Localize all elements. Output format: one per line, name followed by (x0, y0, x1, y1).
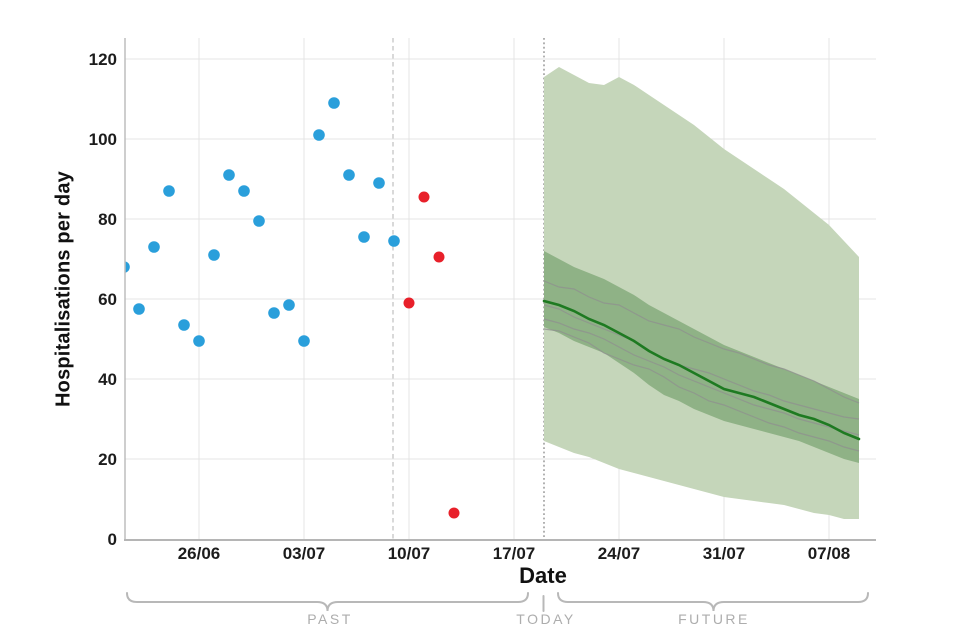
observed-point-past (388, 235, 400, 247)
model-trajectory-line (543, 318, 860, 436)
model-trajectory-line (543, 328, 860, 452)
x-tick-label: 24/07 (598, 544, 641, 563)
observed-points (124, 97, 460, 519)
observed-point-past (283, 299, 295, 311)
observed-point-past (193, 335, 205, 347)
observed-point-recent (448, 507, 460, 519)
observed-point-past (328, 97, 340, 109)
observed-point-past (253, 215, 265, 227)
observed-point-recent (433, 251, 445, 263)
past-label: PAST (307, 611, 353, 627)
future-label: FUTURE (678, 611, 750, 627)
observed-point-past (298, 335, 310, 347)
x-tick-label: 07/08 (808, 544, 851, 563)
x-tick-label: 31/07 (703, 544, 746, 563)
observed-point-past (343, 169, 355, 181)
observed-point-past (238, 185, 250, 197)
observed-point-past (133, 303, 145, 315)
y-axis-title: Hospitalisations per day (52, 171, 75, 407)
observed-point-past (124, 261, 130, 273)
future-brace (557, 592, 869, 612)
x-tick-label: 17/07 (493, 544, 536, 563)
forecast-inner-band (544, 251, 859, 463)
y-tick-label: 80 (98, 210, 117, 229)
y-tick-label: 60 (98, 290, 117, 309)
x-tick-label: 03/07 (283, 544, 326, 563)
y-tick-label: 0 (108, 530, 117, 549)
y-tick-label: 120 (89, 50, 117, 69)
observed-point-past (163, 185, 175, 197)
observed-point-past (223, 169, 235, 181)
y-tick-labels: 0 20 40 60 80 100 120 (89, 50, 117, 549)
model-trajectory-line (543, 280, 860, 404)
axis-lines (124, 38, 876, 541)
observed-point-past (178, 319, 190, 331)
observed-point-past (373, 177, 385, 189)
observed-point-past (358, 231, 370, 243)
reference-lines (392, 38, 545, 540)
observed-point-past (268, 307, 280, 319)
y-tick-label: 100 (89, 130, 117, 149)
model-trajectory-line (543, 304, 860, 420)
observed-point-past (208, 249, 220, 261)
today-label: TODAY (516, 611, 576, 627)
x-tick-label: 10/07 (388, 544, 431, 563)
observed-point-past (313, 129, 325, 141)
y-tick-label: 20 (98, 450, 117, 469)
x-axis-title: Date (519, 563, 567, 588)
forecast-median-line (542, 299, 861, 441)
forecast-fan (542, 67, 861, 519)
x-tick-labels: 26/06 03/07 10/07 17/07 24/07 31/07 07/08 (178, 544, 851, 563)
x-tick-label: 26/06 (178, 544, 221, 563)
observed-point-past (148, 241, 160, 253)
observed-point-recent (403, 297, 415, 309)
y-tick-label: 40 (98, 370, 117, 389)
observed-point-recent (418, 191, 430, 203)
past-brace (126, 592, 529, 612)
